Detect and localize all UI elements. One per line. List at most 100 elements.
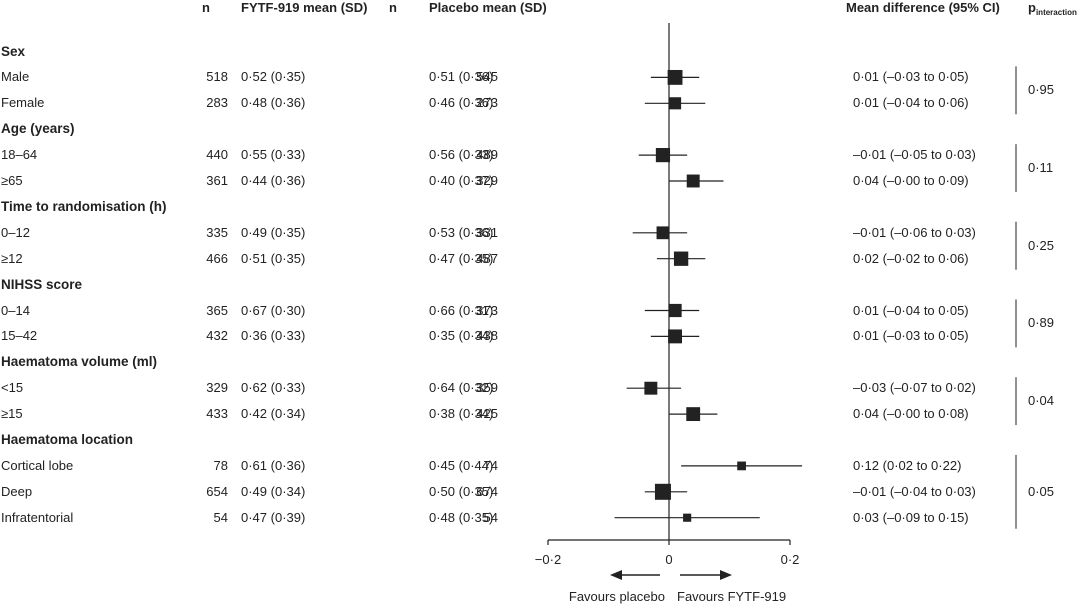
row-mean-difference-ci: –0·03 (–0·07 to 0·02): [853, 380, 976, 396]
row-label: Male: [1, 69, 30, 85]
row-label: Female: [1, 95, 45, 111]
row-mean-difference-ci: 0·01 (–0·04 to 0·05): [853, 302, 969, 318]
row-label: Cortical lobe: [1, 457, 74, 473]
row-placebo-mean: 0·56 (0·33): [429, 147, 494, 163]
row-label: 15–42: [1, 328, 38, 344]
row-treatment-mean: 0·62 (0·33): [241, 380, 306, 396]
row-n-placebo: 373: [476, 302, 498, 318]
point-estimate: [667, 69, 683, 85]
point-estimate: [686, 174, 700, 188]
row-n-placebo: 425: [476, 406, 498, 422]
point-estimate: [668, 97, 682, 110]
row-mean-difference-ci: –0·01 (–0·06 to 0·03): [853, 224, 976, 240]
group-p-interaction: 0·04: [1028, 393, 1055, 409]
favours-placebo-label: Favours placebo: [569, 589, 665, 604]
row-n-placebo: 74: [483, 457, 498, 473]
row-n-treatment: 654: [206, 483, 228, 499]
point-estimate: [668, 329, 683, 344]
x-tick-label: −0·2: [535, 552, 561, 567]
row-label: 18–64: [1, 147, 38, 163]
point-estimate: [668, 303, 682, 318]
row-n-treatment: 365: [206, 302, 228, 318]
row-label: Deep: [1, 483, 33, 499]
group-heading: NIHSS score: [1, 276, 83, 292]
row-n-treatment: 518: [206, 69, 228, 85]
arrow-left-icon: [610, 570, 622, 580]
header-placebo-mean: Placebo mean (SD): [429, 0, 547, 15]
row-n-treatment: 466: [206, 250, 228, 266]
row-treatment-mean: 0·52 (0·35): [241, 69, 306, 85]
favours-treatment-label: Favours FYTF-919: [677, 589, 786, 604]
row-treatment-mean: 0·49 (0·35): [241, 224, 306, 240]
row-placebo-mean: 0·46 (0·36): [429, 95, 494, 111]
row-treatment-mean: 0·47 (0·39): [241, 509, 306, 525]
row-n-treatment: 78: [213, 457, 228, 473]
row-mean-difference-ci: 0·04 (–0·00 to 0·08): [853, 406, 969, 422]
row-placebo-mean: 0·48 (0·35): [429, 509, 494, 525]
row-label: <15: [1, 380, 24, 396]
group-heading: Sex: [1, 43, 26, 59]
row-placebo-mean: 0·66 (0·31): [429, 302, 494, 318]
row-label: Infratentorial: [1, 509, 74, 525]
row-mean-difference-ci: 0·03 (–0·09 to 0·15): [853, 509, 969, 525]
row-mean-difference-ci: 0·04 (–0·00 to 0·09): [853, 173, 969, 188]
row-n-placebo: 487: [476, 250, 498, 266]
row-placebo-mean: 0·45 (0·44): [429, 457, 494, 473]
row-mean-difference-ci: –0·01 (–0·04 to 0·03): [853, 483, 976, 499]
row-placebo-mean: 0·40 (0·37): [429, 173, 494, 188]
arrow-right-icon: [720, 570, 732, 580]
row-n-placebo: 273: [476, 95, 498, 111]
point-estimate: [644, 381, 658, 395]
row-n-placebo: 489: [476, 147, 498, 163]
header-p-interaction: pinteraction: [1028, 0, 1077, 17]
row-treatment-mean: 0·49 (0·34): [241, 483, 306, 499]
row-treatment-mean: 0·36 (0·33): [241, 328, 306, 344]
row-treatment-mean: 0·42 (0·34): [241, 406, 306, 422]
row-placebo-mean: 0·47 (0·35): [429, 250, 494, 266]
row-n-treatment: 54: [213, 509, 228, 525]
row-n-treatment: 361: [206, 173, 228, 188]
row-n-placebo: 359: [476, 380, 498, 396]
row-treatment-mean: 0·67 (0·30): [241, 302, 306, 318]
group-p-interaction: 0·95: [1028, 82, 1055, 98]
header-n-treatment: n: [202, 0, 210, 15]
row-mean-difference-ci: 0·01 (–0·03 to 0·05): [853, 328, 969, 344]
group-heading: Age (years): [1, 121, 75, 137]
row-n-treatment: 433: [206, 406, 228, 422]
group-heading: Time to randomisation (h): [1, 198, 167, 214]
row-n-placebo: 438: [476, 328, 498, 344]
row-n-placebo: 54: [483, 509, 498, 525]
row-label: 0–14: [1, 302, 30, 318]
row-n-treatment: 440: [206, 147, 228, 163]
x-tick-label: 0·2: [781, 552, 800, 567]
header-treatment-mean: FYTF-919 mean (SD): [241, 0, 368, 15]
row-n-treatment: 432: [206, 328, 228, 344]
point-estimate: [655, 147, 671, 163]
row-label: ≥15: [1, 406, 23, 422]
row-mean-difference-ci: 0·12 (0·02 to 0·22): [853, 457, 962, 473]
point-estimate: [654, 483, 671, 500]
group-p-interaction: 0·25: [1028, 237, 1055, 253]
row-treatment-mean: 0·44 (0·36): [241, 173, 306, 188]
point-estimate: [656, 226, 670, 240]
row-placebo-mean: 0·38 (0·34): [429, 406, 494, 422]
group-p-interaction: 0·05: [1028, 483, 1055, 499]
row-treatment-mean: 0·61 (0·36): [241, 457, 306, 473]
point-estimate: [737, 461, 746, 471]
group-p-interaction: 0·89: [1028, 315, 1055, 331]
row-label: 0–12: [1, 224, 30, 240]
row-treatment-mean: 0·48 (0·36): [241, 95, 306, 111]
row-placebo-mean: 0·35 (0·34): [429, 328, 494, 344]
point-estimate: [686, 407, 701, 422]
row-n-treatment: 283: [206, 95, 228, 111]
row-n-treatment: 335: [206, 224, 228, 240]
row-n-placebo: 331: [476, 224, 498, 240]
point-estimate: [673, 251, 689, 266]
row-label: ≥65: [1, 173, 23, 188]
row-n-placebo: 674: [476, 483, 498, 499]
row-mean-difference-ci: –0·01 (–0·05 to 0·03): [853, 147, 976, 163]
group-heading: Haematoma volume (ml): [1, 354, 158, 370]
row-n-treatment: 329: [206, 380, 228, 396]
row-treatment-mean: 0·51 (0·35): [241, 250, 306, 266]
x-tick-label: 0: [665, 552, 672, 567]
